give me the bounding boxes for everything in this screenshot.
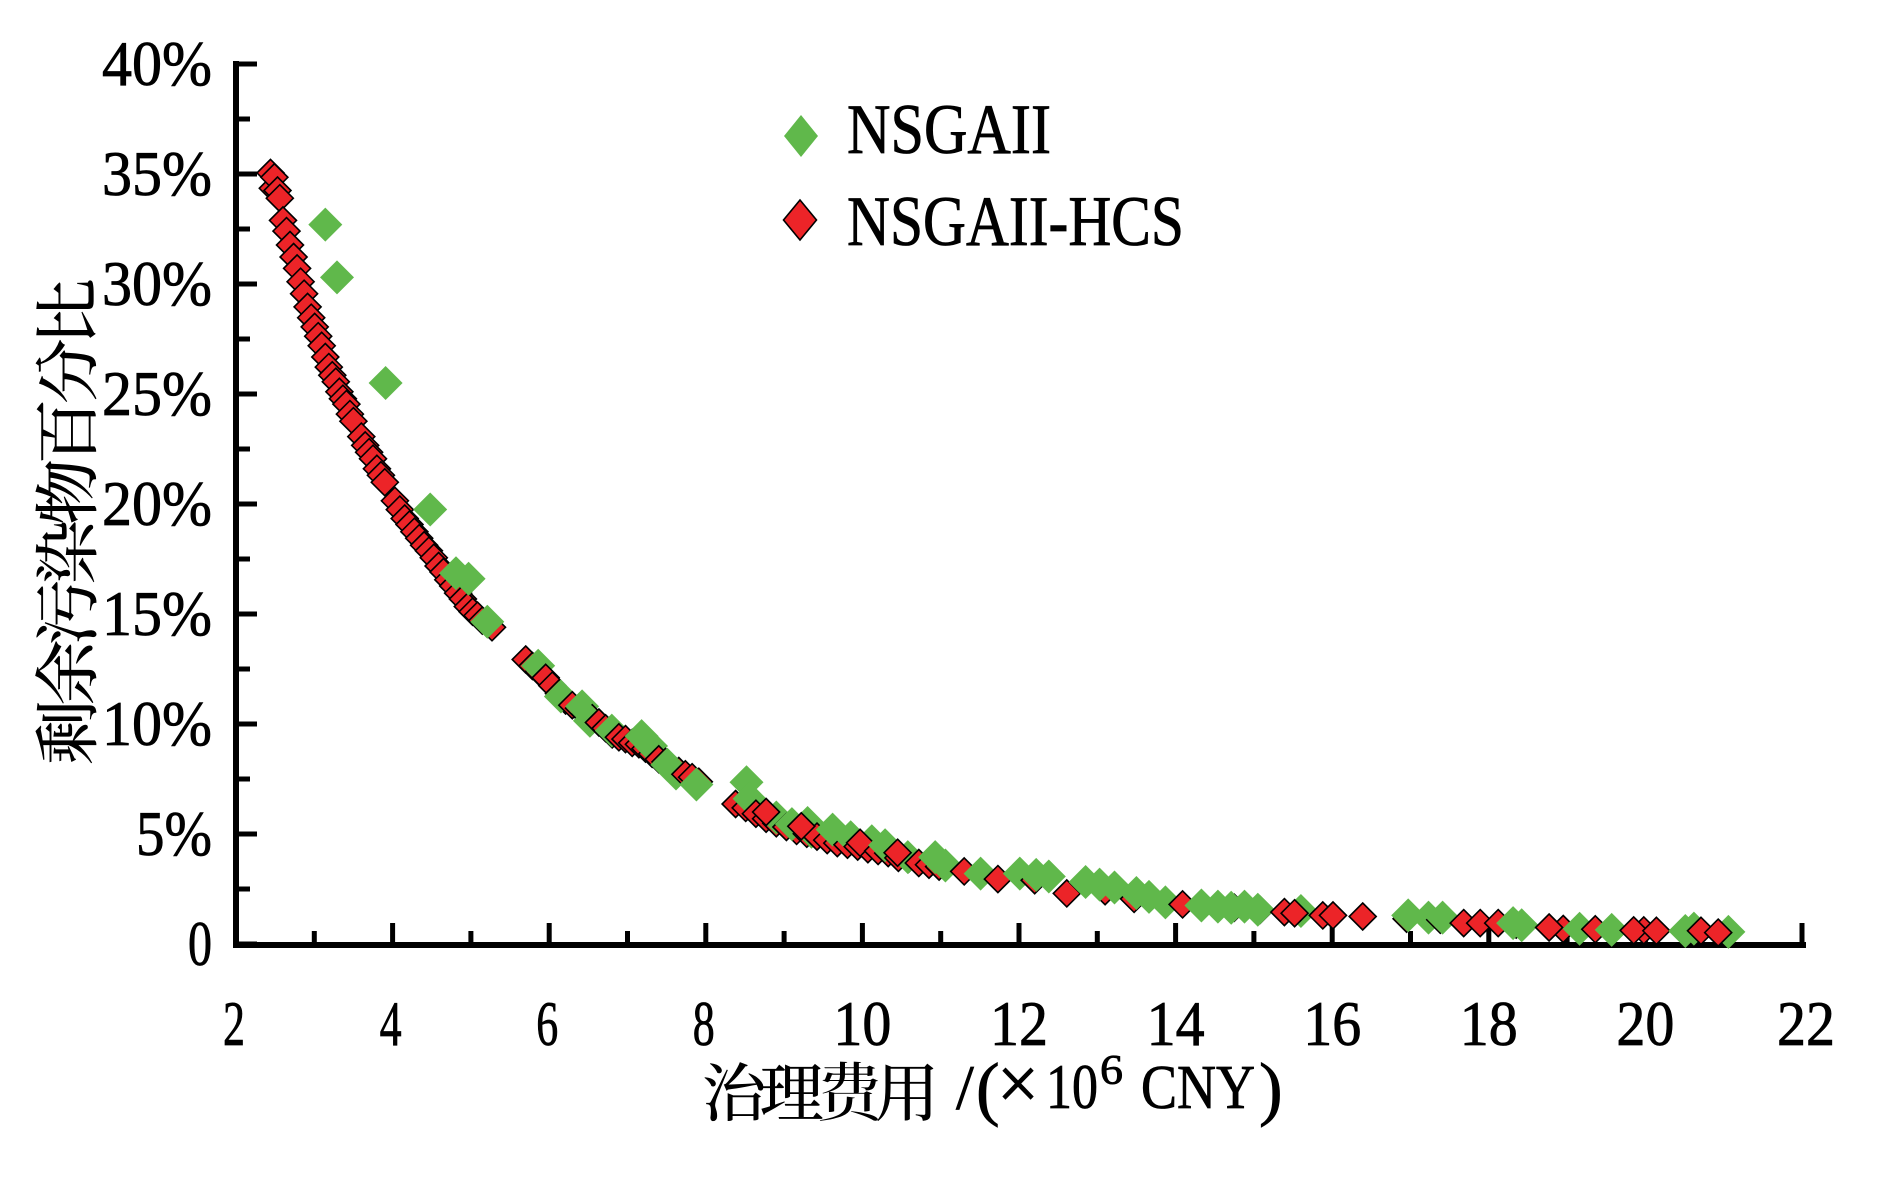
svg-text:40%: 40% xyxy=(102,28,212,99)
svg-text:10%: 10% xyxy=(102,688,212,759)
svg-text:18: 18 xyxy=(1460,988,1518,1059)
svg-text:6: 6 xyxy=(536,988,558,1059)
svg-text:10: 10 xyxy=(1046,1051,1098,1122)
svg-text:10: 10 xyxy=(833,988,891,1059)
svg-text:16: 16 xyxy=(1303,988,1361,1059)
svg-text:NSGAII: NSGAII xyxy=(847,91,1051,169)
svg-text:25%: 25% xyxy=(102,358,212,429)
svg-text:30%: 30% xyxy=(102,248,212,319)
svg-text:NSGAII-HCS: NSGAII-HCS xyxy=(847,183,1184,261)
svg-text:/: / xyxy=(956,1052,974,1123)
svg-text:5%: 5% xyxy=(136,798,212,869)
svg-text:8: 8 xyxy=(693,988,715,1059)
svg-text:20%: 20% xyxy=(102,468,212,539)
svg-text:(: ( xyxy=(976,1050,1000,1128)
svg-text:0: 0 xyxy=(188,908,212,979)
svg-text:CNY: CNY xyxy=(1141,1054,1255,1122)
svg-text:14: 14 xyxy=(1147,988,1205,1059)
svg-text:4: 4 xyxy=(380,988,402,1059)
svg-text:20: 20 xyxy=(1616,988,1674,1059)
svg-text:35%: 35% xyxy=(102,138,212,209)
svg-text:2: 2 xyxy=(223,988,245,1059)
svg-text:22: 22 xyxy=(1777,988,1835,1059)
svg-text:): ) xyxy=(1259,1050,1283,1128)
svg-text:6: 6 xyxy=(1100,1048,1123,1094)
svg-text:×: × xyxy=(997,1042,1039,1126)
svg-text:12: 12 xyxy=(990,988,1048,1059)
svg-text:15%: 15% xyxy=(102,578,212,649)
